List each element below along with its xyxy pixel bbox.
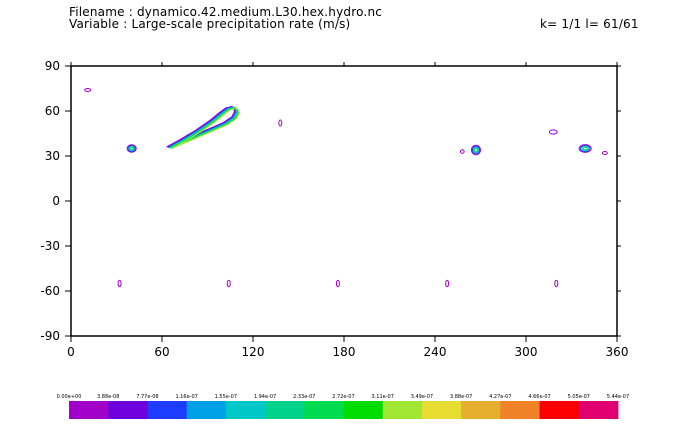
colorbar-swatch bbox=[421, 401, 462, 419]
colorbar-swatch bbox=[382, 401, 423, 419]
contour-line bbox=[582, 146, 588, 151]
colorbar-label: 5.05e-07 bbox=[568, 394, 590, 400]
contour-line bbox=[335, 279, 340, 288]
colorbar-label: 3.88e-08 bbox=[97, 394, 119, 400]
contour-line bbox=[278, 119, 283, 127]
x-tick-label: 240 bbox=[424, 345, 447, 359]
colorbar-label: 1.55e-07 bbox=[215, 394, 237, 400]
contour-line bbox=[470, 144, 482, 156]
contour-line bbox=[471, 145, 480, 155]
contour-line bbox=[579, 144, 591, 153]
rain-band-contour bbox=[171, 107, 241, 150]
colorbar-label: 5.44e-07 bbox=[607, 394, 629, 400]
colorbar-label: 3.11e-07 bbox=[372, 394, 394, 400]
rain-band-contour bbox=[169, 107, 240, 149]
x-tick-label: 300 bbox=[515, 345, 538, 359]
y-tick-label: 60 bbox=[45, 104, 60, 118]
contour-line bbox=[548, 129, 558, 135]
colorbar-label: 1.94e-07 bbox=[254, 394, 276, 400]
contour-line bbox=[578, 144, 592, 153]
plot-frame bbox=[70, 65, 618, 337]
colorbar-swatch bbox=[265, 401, 305, 419]
contour-line bbox=[226, 279, 231, 288]
filename-label: Filename : dynamico.42.medium.L30.hex.hy… bbox=[69, 5, 383, 19]
colorbar-swatch bbox=[69, 401, 109, 419]
x-tick-label: 360 bbox=[606, 345, 629, 359]
contour-line bbox=[129, 146, 134, 151]
y-tick-label: -90 bbox=[40, 329, 60, 343]
rain-band-contour bbox=[166, 105, 236, 148]
y-tick-label: 90 bbox=[45, 59, 60, 73]
colorbar-label: 3.88e-07 bbox=[450, 394, 472, 400]
contour-line bbox=[128, 145, 135, 152]
colorbar-swatch bbox=[186, 401, 227, 419]
x-tick-label: 180 bbox=[333, 345, 356, 359]
y-tick-label: 0 bbox=[52, 194, 60, 208]
colorbar-swatch bbox=[147, 401, 188, 419]
colorbar-swatch bbox=[461, 401, 501, 419]
colorbar-swatch bbox=[500, 401, 540, 419]
y-tick-label: 30 bbox=[45, 149, 60, 163]
colorbar-swatch bbox=[304, 401, 344, 419]
contour-line bbox=[117, 279, 122, 288]
x-tick-label: 120 bbox=[242, 345, 265, 359]
colorbar-label: 0.00e+00 bbox=[57, 394, 82, 400]
contour-line bbox=[601, 151, 608, 155]
y-tick-label: -30 bbox=[40, 239, 60, 253]
contour-line bbox=[445, 279, 450, 288]
contour-line bbox=[126, 144, 137, 153]
variable-label: Variable : Large-scale precipitation rat… bbox=[69, 17, 351, 31]
rain-band-contour bbox=[168, 106, 238, 149]
x-tick-label: 0 bbox=[67, 345, 75, 359]
colorbar-label: 1.16e-07 bbox=[175, 394, 197, 400]
colorbar-label: 2.72e-07 bbox=[332, 394, 354, 400]
colorbar-swatch bbox=[225, 401, 266, 419]
colorbar-swatch bbox=[343, 401, 384, 419]
colorbar-label: 2.33e-07 bbox=[293, 394, 315, 400]
rain-band-contour bbox=[167, 106, 237, 148]
colorbar-label: 4.66e-07 bbox=[528, 394, 550, 400]
colorbar-swatch bbox=[108, 401, 148, 419]
colorbar-label: 3.49e-07 bbox=[411, 394, 433, 400]
contour-line bbox=[554, 279, 559, 288]
y-tick-label: -60 bbox=[40, 284, 60, 298]
contour-line bbox=[581, 145, 590, 152]
contour-line bbox=[127, 145, 136, 152]
contour-line bbox=[472, 146, 479, 154]
x-tick-label: 60 bbox=[154, 345, 169, 359]
contour-line bbox=[84, 88, 92, 92]
level-indicator: k= 1/1 l= 61/61 bbox=[540, 17, 639, 31]
colorbar-swatch bbox=[578, 401, 619, 419]
colorbar-label: 7.77e-08 bbox=[136, 394, 158, 400]
colorbar-swatch bbox=[539, 401, 580, 419]
colorbar-label: 4.27e-07 bbox=[489, 394, 511, 400]
contour-line bbox=[473, 147, 478, 153]
contour-line bbox=[459, 149, 465, 154]
